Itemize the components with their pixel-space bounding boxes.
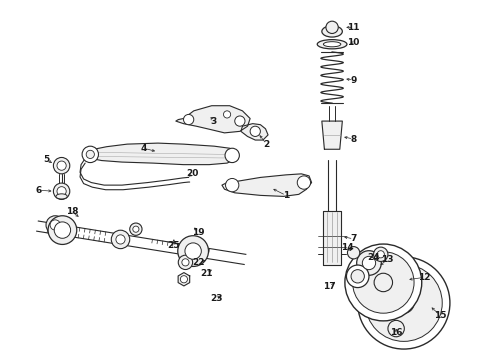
Circle shape <box>358 257 450 349</box>
Circle shape <box>178 255 193 270</box>
Text: 23: 23 <box>211 294 223 303</box>
Ellipse shape <box>317 40 347 49</box>
Circle shape <box>357 251 381 275</box>
Circle shape <box>57 161 66 170</box>
Circle shape <box>393 293 414 313</box>
Text: 14: 14 <box>341 243 354 252</box>
Circle shape <box>185 243 201 259</box>
Circle shape <box>46 216 65 234</box>
Text: 24: 24 <box>367 253 379 262</box>
Circle shape <box>180 276 188 283</box>
Circle shape <box>377 251 384 258</box>
Circle shape <box>346 265 369 288</box>
Text: 21: 21 <box>200 269 213 278</box>
Text: 15: 15 <box>435 311 447 320</box>
Text: 2: 2 <box>264 140 270 149</box>
Text: 9: 9 <box>350 76 357 85</box>
Circle shape <box>388 320 404 337</box>
Circle shape <box>366 265 442 341</box>
Ellipse shape <box>56 194 67 199</box>
Text: 4: 4 <box>140 144 147 153</box>
Circle shape <box>111 230 130 249</box>
Circle shape <box>133 226 139 232</box>
Circle shape <box>353 252 414 313</box>
Polygon shape <box>222 174 312 197</box>
Circle shape <box>297 176 311 189</box>
Polygon shape <box>322 121 343 149</box>
Circle shape <box>184 114 194 125</box>
Circle shape <box>182 259 189 266</box>
Text: 6: 6 <box>36 186 42 195</box>
Circle shape <box>50 220 60 230</box>
Polygon shape <box>241 123 268 140</box>
Text: 10: 10 <box>347 38 360 47</box>
Circle shape <box>225 179 239 192</box>
Circle shape <box>347 247 360 259</box>
Circle shape <box>373 247 388 261</box>
Text: 7: 7 <box>350 234 357 243</box>
Circle shape <box>57 186 66 196</box>
Circle shape <box>362 256 376 270</box>
Text: 11: 11 <box>347 23 360 32</box>
Text: 8: 8 <box>350 135 357 144</box>
Polygon shape <box>323 211 342 265</box>
Polygon shape <box>178 273 190 286</box>
Circle shape <box>48 216 77 244</box>
Text: 18: 18 <box>66 207 78 216</box>
Text: 12: 12 <box>418 273 431 282</box>
Text: 22: 22 <box>193 258 205 267</box>
Circle shape <box>82 146 98 163</box>
Text: 16: 16 <box>390 328 402 337</box>
Text: 13: 13 <box>381 255 393 264</box>
Text: 1: 1 <box>283 191 289 200</box>
Circle shape <box>326 21 338 33</box>
Text: 3: 3 <box>210 117 217 126</box>
Circle shape <box>53 157 70 174</box>
Ellipse shape <box>323 42 341 47</box>
Polygon shape <box>85 143 235 165</box>
Ellipse shape <box>349 249 358 256</box>
Circle shape <box>54 222 71 238</box>
Text: 5: 5 <box>44 155 50 164</box>
Circle shape <box>86 150 95 158</box>
Circle shape <box>235 116 245 126</box>
Circle shape <box>116 235 125 244</box>
Circle shape <box>351 270 365 283</box>
Circle shape <box>250 126 260 136</box>
Circle shape <box>345 244 422 321</box>
Text: 20: 20 <box>187 169 199 178</box>
Ellipse shape <box>322 26 343 37</box>
Circle shape <box>374 273 392 292</box>
Text: 17: 17 <box>323 282 336 291</box>
Circle shape <box>178 236 209 266</box>
Polygon shape <box>176 106 250 133</box>
Text: 25: 25 <box>167 241 179 250</box>
Circle shape <box>53 183 70 199</box>
Text: 19: 19 <box>192 228 204 237</box>
Circle shape <box>225 148 239 163</box>
Circle shape <box>130 223 142 235</box>
Circle shape <box>223 111 231 118</box>
